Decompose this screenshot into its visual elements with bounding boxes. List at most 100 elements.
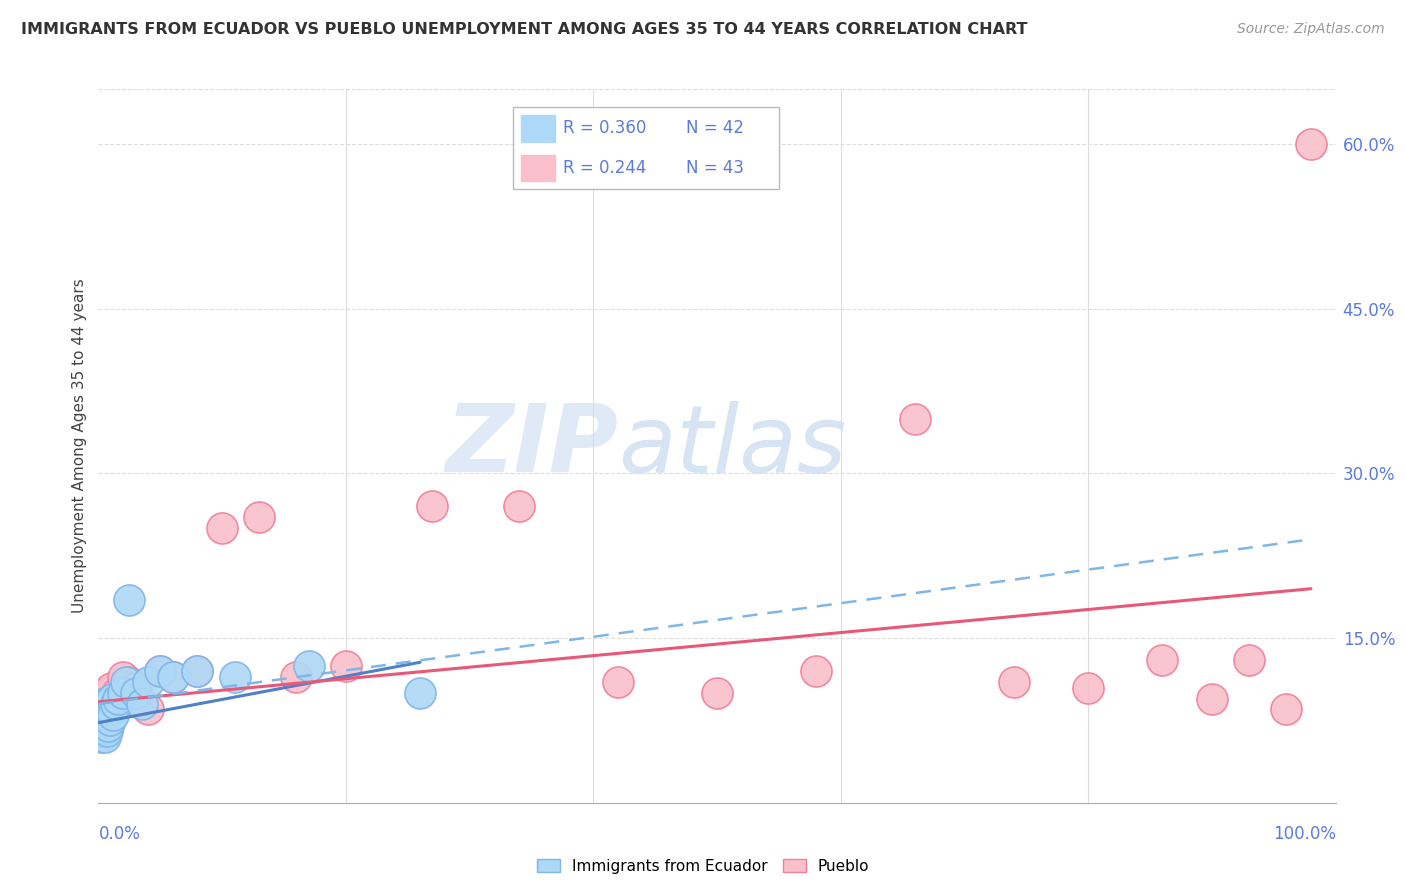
Point [804, 664, 827, 678]
Point [107, 691, 129, 706]
Point [508, 500, 530, 514]
Point [91, 697, 114, 711]
Point [186, 664, 208, 678]
Point [98, 714, 121, 728]
Point [90, 730, 112, 744]
Point [186, 664, 208, 678]
Point [162, 669, 184, 683]
Point [409, 686, 432, 700]
Text: 100.0%: 100.0% [1272, 825, 1336, 843]
Point [103, 708, 125, 723]
Point [904, 411, 927, 425]
Point [93, 730, 115, 744]
Point [91, 724, 114, 739]
Point [93, 702, 115, 716]
Point [96, 724, 118, 739]
Point [131, 697, 153, 711]
Bar [520, 115, 555, 142]
Point [422, 500, 444, 514]
Point [1152, 653, 1174, 667]
Text: 0.0%: 0.0% [98, 825, 141, 843]
Point [100, 702, 122, 716]
Point [93, 719, 115, 733]
Text: Source: ZipAtlas.com: Source: ZipAtlas.com [1237, 22, 1385, 37]
Point [97, 697, 120, 711]
FancyBboxPatch shape [513, 107, 779, 189]
Point [1237, 653, 1260, 667]
Point [100, 681, 122, 695]
Point [211, 521, 233, 535]
Point [285, 669, 308, 683]
Text: R = 0.244: R = 0.244 [564, 159, 647, 177]
Point [103, 697, 125, 711]
Point [93, 724, 115, 739]
Point [90, 719, 112, 733]
Point [93, 721, 115, 735]
Point [90, 719, 112, 733]
Point [94, 702, 117, 716]
Point [97, 702, 120, 716]
Point [90, 702, 112, 716]
Text: N = 42: N = 42 [686, 120, 744, 137]
Point [104, 697, 127, 711]
Point [101, 691, 124, 706]
Point [298, 658, 321, 673]
Point [93, 697, 115, 711]
Point [247, 510, 270, 524]
Point [136, 675, 159, 690]
Point [93, 708, 115, 723]
Text: atlas: atlas [619, 401, 846, 491]
Point [91, 714, 114, 728]
Point [96, 697, 118, 711]
Point [149, 664, 172, 678]
Point [91, 719, 114, 733]
Point [94, 686, 117, 700]
Point [224, 669, 246, 683]
Point [93, 714, 115, 728]
Point [98, 691, 121, 706]
Point [118, 592, 141, 607]
Point [93, 714, 115, 728]
Point [162, 669, 184, 683]
Point [94, 708, 117, 723]
Point [89, 724, 111, 739]
Point [93, 702, 115, 716]
Point [89, 708, 111, 723]
Point [91, 691, 114, 706]
Point [1201, 691, 1223, 706]
Text: R = 0.360: R = 0.360 [564, 120, 647, 137]
Point [91, 708, 114, 723]
Point [706, 686, 728, 700]
Point [124, 686, 146, 700]
Point [335, 658, 357, 673]
Point [607, 675, 630, 690]
Point [1077, 681, 1099, 695]
Text: IMMIGRANTS FROM ECUADOR VS PUEBLO UNEMPLOYMENT AMONG AGES 35 TO 44 YEARS CORRELA: IMMIGRANTS FROM ECUADOR VS PUEBLO UNEMPL… [21, 22, 1028, 37]
Point [89, 714, 111, 728]
Point [90, 702, 112, 716]
Point [1002, 675, 1025, 690]
Point [89, 697, 111, 711]
Y-axis label: Unemployment Among Ages 35 to 44 years: Unemployment Among Ages 35 to 44 years [72, 278, 87, 614]
Point [112, 686, 135, 700]
Point [1299, 137, 1322, 152]
Point [124, 681, 146, 695]
Point [118, 675, 141, 690]
Point [112, 669, 135, 683]
Point [96, 708, 118, 723]
Point [97, 719, 120, 733]
Point [105, 686, 128, 700]
Point [89, 714, 111, 728]
Legend: Immigrants from Ecuador, Pueblo: Immigrants from Ecuador, Pueblo [530, 853, 876, 880]
Text: ZIP: ZIP [446, 400, 619, 492]
Point [94, 719, 117, 733]
Text: N = 43: N = 43 [686, 159, 744, 177]
Point [93, 697, 115, 711]
Point [90, 714, 112, 728]
Point [1275, 702, 1298, 716]
Point [91, 724, 114, 739]
Point [149, 664, 172, 678]
Point [114, 675, 136, 690]
Point [136, 702, 159, 716]
Bar [520, 154, 555, 181]
